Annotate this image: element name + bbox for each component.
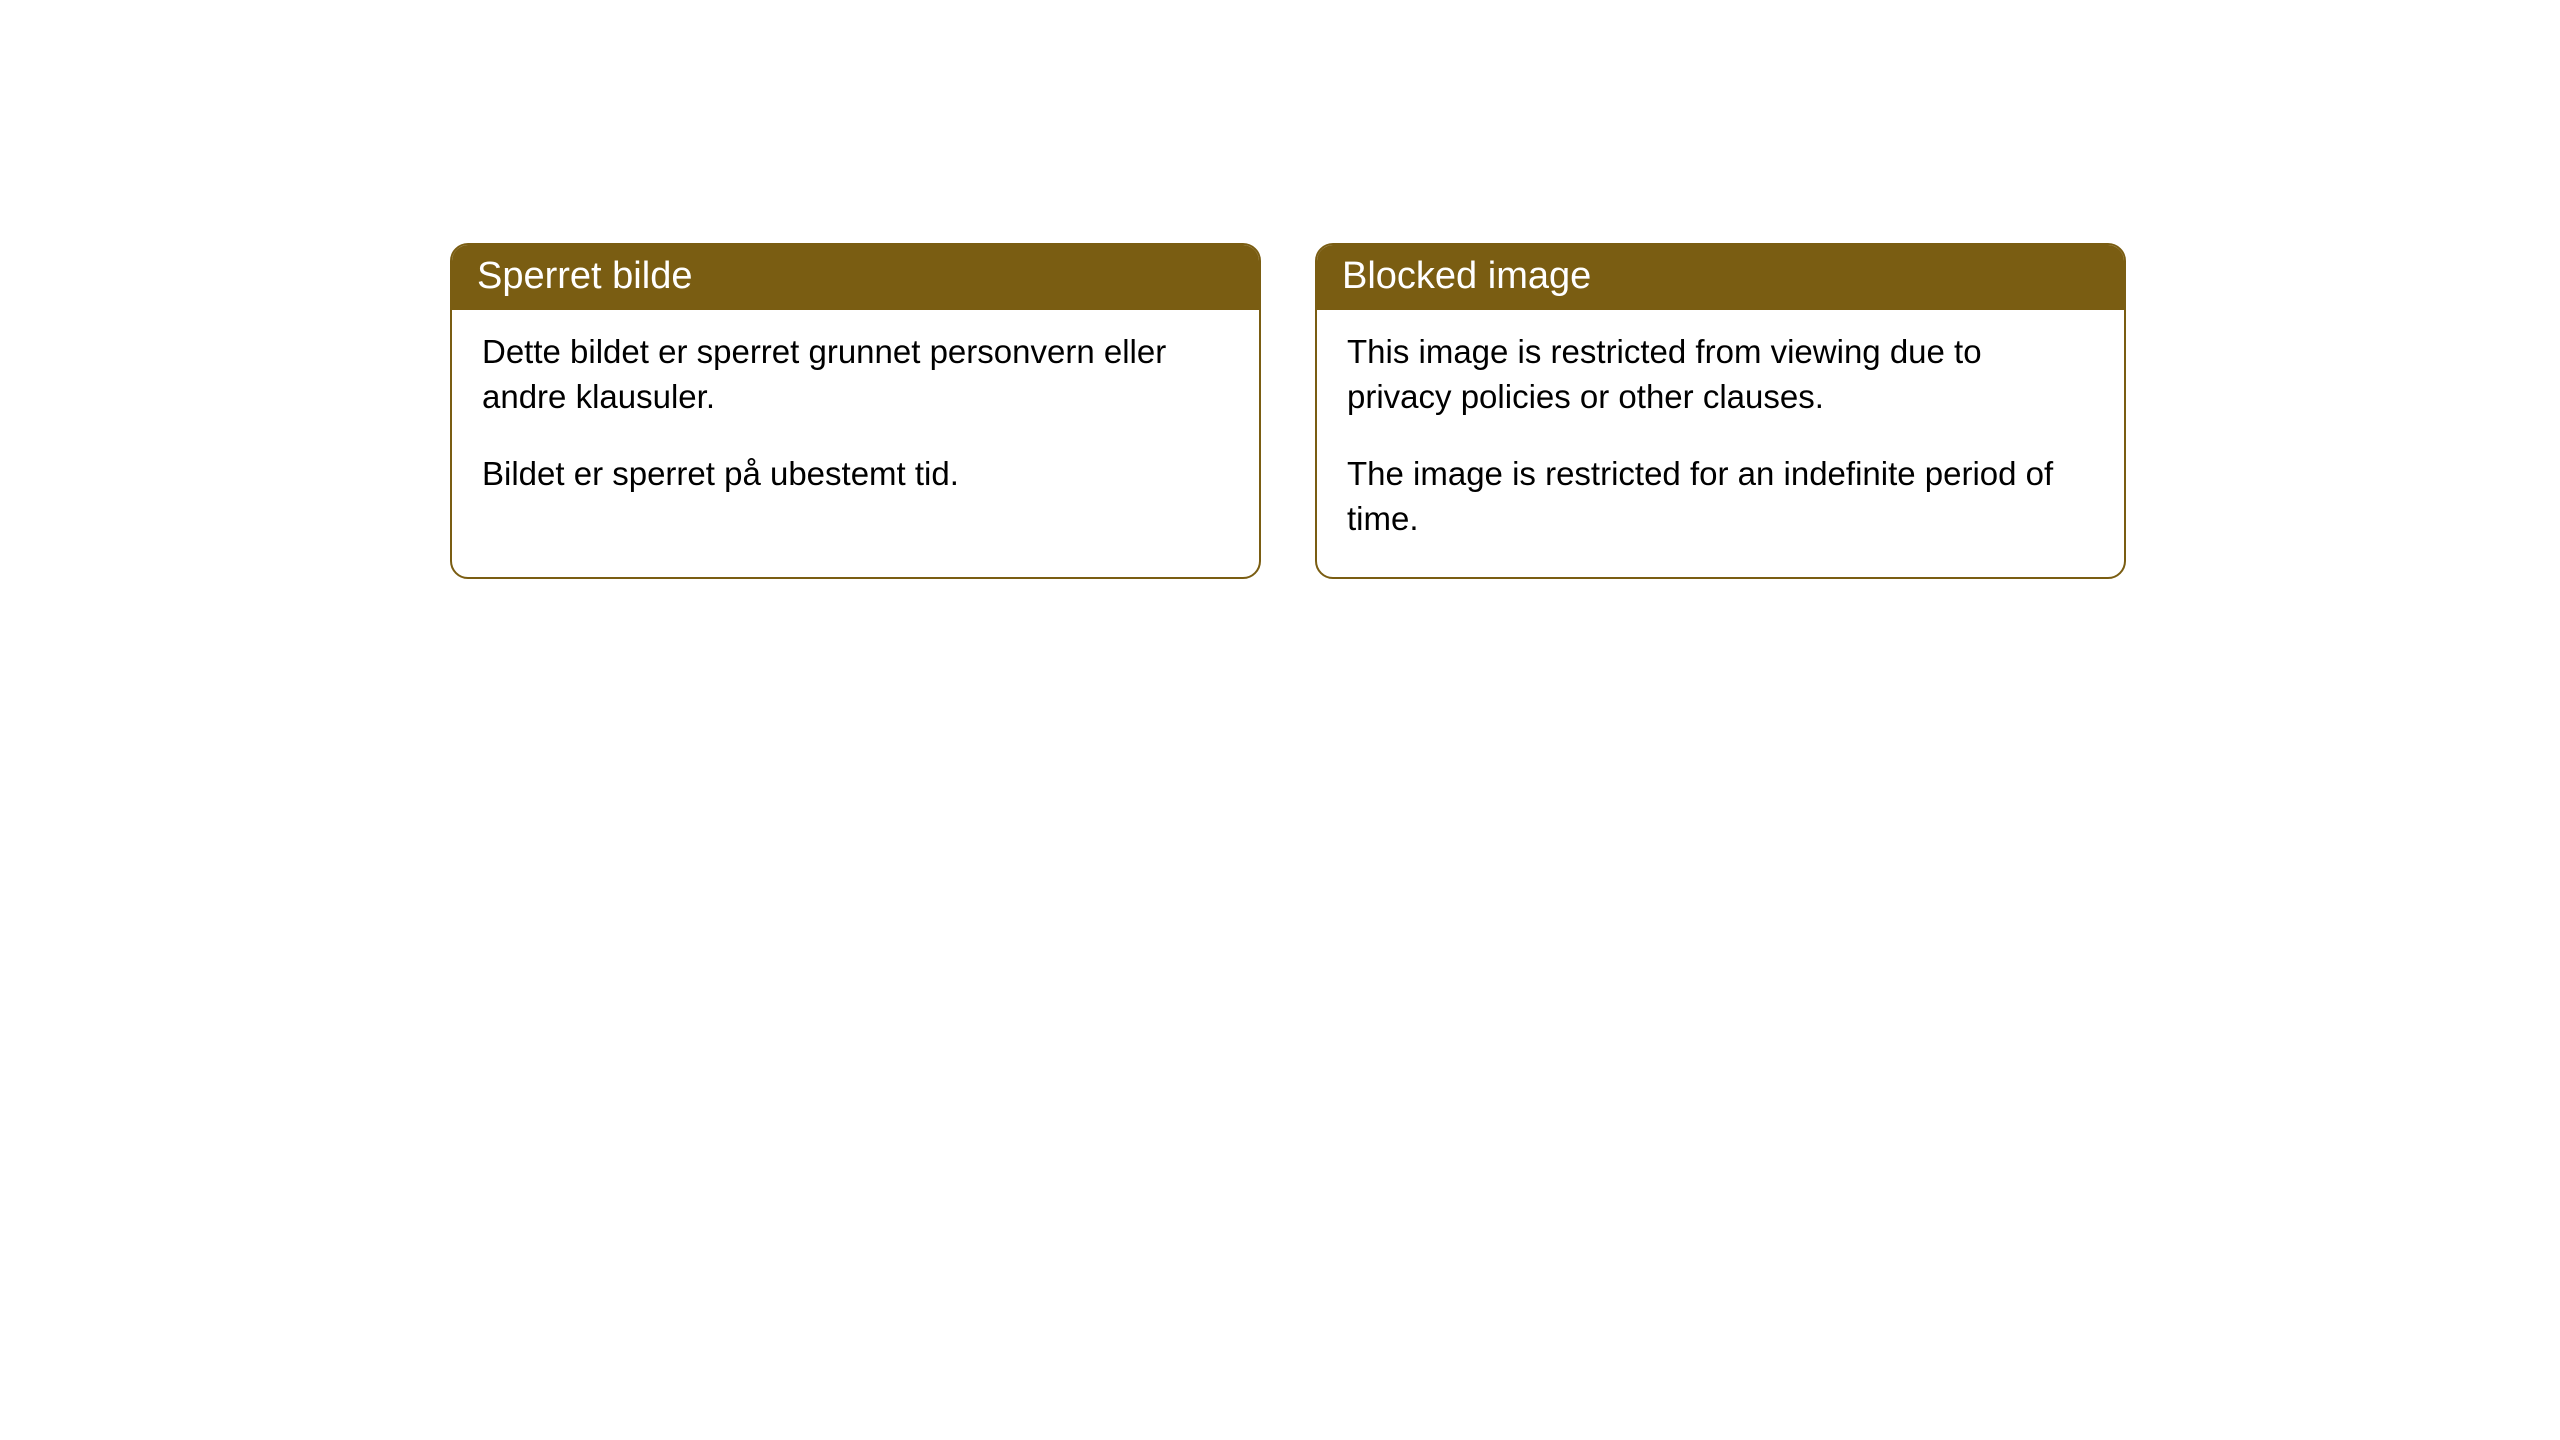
card-header: Sperret bilde [452, 245, 1259, 310]
card-title: Sperret bilde [477, 255, 692, 297]
notice-cards-container: Sperret bilde Dette bildet er sperret gr… [450, 243, 2126, 579]
card-title: Blocked image [1342, 255, 1591, 297]
card-paragraph: The image is restricted for an indefinit… [1347, 452, 2094, 541]
card-body: This image is restricted from viewing du… [1317, 310, 2124, 577]
card-paragraph: Bildet er sperret på ubestemt tid. [482, 452, 1229, 497]
notice-card-english: Blocked image This image is restricted f… [1315, 243, 2126, 579]
card-header: Blocked image [1317, 245, 2124, 310]
notice-card-norwegian: Sperret bilde Dette bildet er sperret gr… [450, 243, 1261, 579]
card-paragraph: This image is restricted from viewing du… [1347, 330, 2094, 419]
card-paragraph: Dette bildet er sperret grunnet personve… [482, 330, 1229, 419]
card-body: Dette bildet er sperret grunnet personve… [452, 310, 1259, 533]
